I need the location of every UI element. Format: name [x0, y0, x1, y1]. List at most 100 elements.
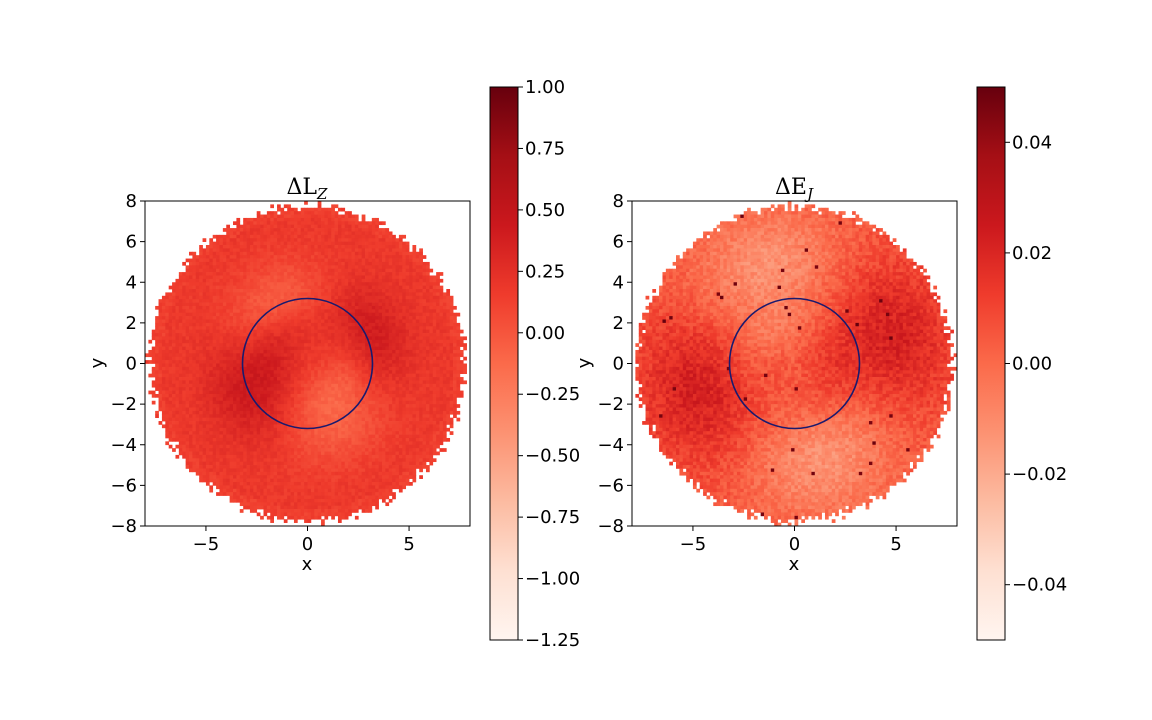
heatmap-cell	[293, 349, 298, 354]
heatmap-cell	[175, 353, 180, 358]
heatmap-cell	[317, 407, 322, 412]
heatmap-cell	[205, 390, 210, 395]
heatmap-cell	[453, 387, 457, 391]
heatmap-cell	[310, 299, 315, 303]
heatmap-cell	[412, 349, 417, 354]
heatmap-cell	[168, 397, 173, 402]
heatmap-cell	[405, 414, 410, 419]
heatmap-cell	[182, 336, 186, 341]
heatmap-cell	[185, 299, 190, 303]
heatmap-cell	[348, 404, 352, 408]
heatmap-cell	[253, 255, 258, 259]
heatmap-cell	[277, 221, 281, 226]
heatmap-cell	[365, 275, 369, 280]
heatmap-cell	[371, 245, 376, 249]
heatmap-cell	[351, 346, 356, 351]
heatmap-cell	[307, 417, 312, 422]
heatmap-cell	[354, 343, 359, 347]
heatmap-cell	[256, 305, 261, 310]
heatmap-cell	[432, 377, 437, 381]
heatmap-cell	[409, 329, 413, 334]
heatmap-cell	[348, 363, 352, 368]
heatmap-cell	[442, 339, 447, 344]
heatmap-cell	[344, 417, 349, 422]
heatmap-cell	[195, 292, 200, 297]
heatmap-cell	[327, 309, 332, 314]
heatmap-cell	[249, 278, 254, 283]
heatmap-cell	[361, 312, 366, 317]
heatmap-cell	[172, 333, 176, 337]
heatmap-cell	[324, 312, 329, 317]
heatmap-cell	[290, 255, 295, 259]
heatmap-cell	[453, 346, 457, 351]
heatmap-cell	[368, 248, 373, 253]
heatmap-cell	[358, 360, 363, 364]
heatmap-cell	[304, 383, 308, 388]
heatmap-cell	[307, 421, 312, 425]
heatmap-cell	[229, 393, 234, 398]
heatmap-cell	[287, 285, 291, 290]
heatmap-cell	[290, 383, 295, 388]
heatmap-cell	[371, 217, 376, 222]
heatmap-cell	[324, 349, 329, 354]
heatmap-cell	[446, 390, 451, 395]
heatmap-cell	[175, 400, 180, 405]
heatmap-cell	[405, 407, 410, 412]
heatmap-cell	[300, 231, 305, 236]
heatmap-cell	[348, 400, 352, 405]
heatmap-cell	[195, 309, 200, 314]
heatmap-cell	[392, 356, 396, 361]
heatmap-cell	[263, 268, 268, 273]
heatmap-cell	[321, 255, 325, 259]
heatmap-cell	[395, 370, 400, 375]
heatmap-cell	[375, 299, 379, 303]
heatmap-cell	[293, 305, 298, 310]
heatmap-cell	[354, 373, 359, 378]
heatmap-cell	[446, 292, 451, 297]
heatmap-cell	[405, 245, 410, 249]
heatmap-cell	[280, 414, 285, 419]
heatmap-cell	[310, 373, 315, 378]
heatmap-cell	[449, 356, 454, 361]
heatmap-cell	[368, 353, 373, 358]
heatmap-cell	[219, 248, 224, 253]
heatmap-cell	[229, 366, 234, 371]
heatmap-cell	[209, 326, 214, 330]
heatmap-cell	[233, 326, 237, 330]
heatmap-cell	[324, 380, 329, 385]
heatmap-cell	[233, 282, 237, 286]
heatmap-cell	[246, 268, 251, 273]
heatmap-cell	[439, 299, 444, 303]
heatmap-cell	[317, 400, 322, 405]
heatmap-cell	[178, 390, 183, 395]
heatmap-cell	[405, 326, 410, 330]
heatmap-cell	[293, 231, 298, 236]
heatmap-cell	[446, 346, 451, 351]
heatmap-cell	[436, 302, 440, 307]
heatmap-cell	[456, 387, 461, 391]
heatmap-cell	[229, 255, 234, 259]
heatmap-cell	[195, 312, 200, 317]
heatmap-cell	[290, 228, 295, 232]
heatmap-cell	[439, 360, 444, 364]
heatmap-cell	[314, 380, 319, 385]
heatmap-cell	[314, 397, 319, 402]
heatmap-cell	[304, 258, 308, 263]
heatmap-cell	[334, 217, 339, 222]
heatmap-cell	[256, 224, 261, 229]
heatmap-cell	[229, 322, 234, 327]
heatmap-cell	[300, 278, 305, 283]
heatmap-cell	[432, 336, 437, 341]
heatmap-cell	[192, 421, 197, 425]
heatmap-cell	[375, 316, 379, 320]
heatmap-cell	[310, 343, 315, 347]
heatmap-cell	[314, 410, 319, 415]
heatmap-cell	[310, 261, 315, 266]
heatmap-cell	[293, 380, 298, 385]
heatmap-cell	[229, 272, 234, 276]
heatmap-cell	[266, 410, 271, 415]
heatmap-cell	[449, 407, 454, 412]
heatmap-cell	[453, 329, 457, 334]
heatmap-cell	[378, 346, 383, 351]
heatmap-cell	[236, 390, 241, 395]
